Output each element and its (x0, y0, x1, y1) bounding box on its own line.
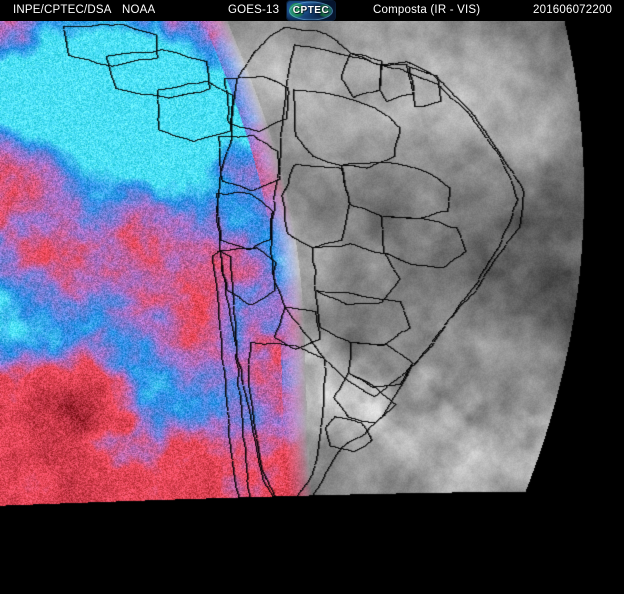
satellite-imagery-panel: GOES-13 IR/VIS composite over South Amer… (0, 21, 624, 594)
satellite-label: GOES-13 (228, 4, 280, 16)
timestamp-label: 201606072200 (533, 4, 613, 16)
product-label: Composta (IR - VIS) (373, 4, 481, 16)
image-header-bar: INPE/CPTEC/DSA NOAA GOES-13 Composta (IR… (0, 0, 624, 21)
cptec-logo-icon: CPTEC (287, 1, 335, 20)
cptec-logo-ring (289, 1, 333, 20)
agency-label: NOAA (122, 4, 156, 16)
cptec-logo-text: CPTEC (292, 5, 330, 16)
institution-label: INPE/CPTEC/DSA (13, 4, 112, 16)
satellite-image-canvas (0, 21, 624, 594)
